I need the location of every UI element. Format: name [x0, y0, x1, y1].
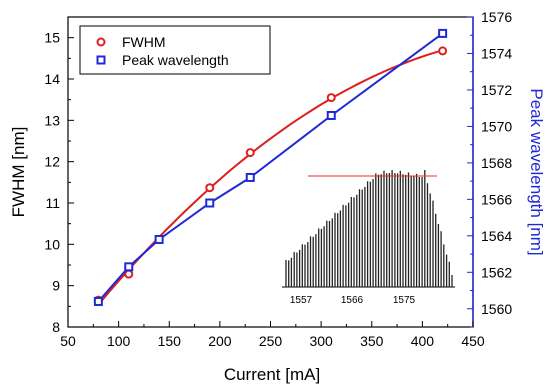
x-axis: 50 100 150 200 250 300 350 400 450 — [60, 321, 485, 349]
data-point-fwhm — [205, 183, 215, 193]
legend-marker-fwhm — [96, 37, 106, 47]
data-point-peak-wavelength — [124, 262, 134, 272]
data-point-fwhm — [124, 269, 134, 279]
y-left-tick-label: 11 — [45, 195, 60, 211]
x-tick-label: 450 — [461, 333, 485, 349]
legend-marker-peak-wavelength — [96, 55, 106, 65]
inset-spectrum-lines — [285, 170, 453, 287]
y-left-tick-label: 14 — [44, 71, 60, 87]
series-layer — [93, 28, 448, 306]
y-right-tick-label: 1562 — [481, 264, 512, 280]
y-right-tick-label: 1566 — [481, 191, 512, 207]
y-right-tick-label: 1574 — [481, 45, 512, 61]
x-tick-label: 50 — [60, 333, 76, 349]
legend-box — [79, 25, 271, 75]
y-right-tick-label: 1560 — [481, 301, 512, 317]
x-tick-label: 150 — [158, 333, 182, 349]
right-y-axis: 1560 1562 1564 1566 1568 1570 1572 1574 1576 — [467, 9, 512, 328]
x-tick-label: 250 — [259, 333, 283, 349]
right-y-axis-label: Peak wavelength [nm] — [527, 88, 545, 255]
data-point-peak-wavelength — [438, 28, 448, 38]
data-point-peak-wavelength — [326, 110, 336, 120]
x-tick-label: 300 — [309, 333, 333, 349]
data-point-peak-wavelength — [93, 296, 103, 306]
y-left-tick-label: 9 — [52, 278, 60, 294]
y-right-tick-label: 1572 — [481, 82, 512, 98]
data-point-peak-wavelength — [154, 234, 164, 244]
x-tick-label: 350 — [360, 333, 384, 349]
x-tick-label: 400 — [411, 333, 435, 349]
data-point-fwhm — [245, 148, 255, 158]
x-tick-label: 200 — [208, 333, 232, 349]
data-point-fwhm — [438, 46, 448, 56]
legend-label-fwhm: FWHM — [122, 34, 166, 50]
y-right-tick-label: 1576 — [481, 9, 512, 25]
y-left-tick-label: 12 — [44, 154, 60, 170]
x-axis-label: Current [mA] — [224, 365, 320, 384]
data-point-fwhm — [326, 93, 336, 103]
data-point-peak-wavelength — [245, 172, 255, 182]
series-line-0 — [97, 49, 443, 306]
y-left-tick-label: 8 — [52, 319, 60, 335]
y-right-tick-label: 1570 — [481, 118, 512, 134]
y-left-tick-label: 15 — [44, 30, 60, 46]
inset-tick-label: 1557 — [290, 295, 313, 306]
y-left-tick-label: 10 — [44, 236, 60, 252]
left-y-axis-label: FWHM [nm] — [9, 127, 28, 218]
y-right-tick-label: 1564 — [481, 228, 512, 244]
left-y-axis: 8 9 10 11 12 13 14 15 — [44, 16, 74, 335]
legend: FWHM Peak wavelength — [79, 25, 271, 75]
inset-tick-label: 1566 — [341, 295, 364, 306]
legend-label-peak-wavelength: Peak wavelength — [122, 52, 229, 68]
inset-tick-label: 1575 — [393, 295, 416, 306]
x-tick-label: 100 — [107, 333, 131, 349]
y-right-tick-label: 1568 — [481, 155, 512, 171]
inset-spectrum: 1557 1566 1575 — [282, 170, 455, 306]
y-left-tick-label: 13 — [44, 112, 60, 128]
data-point-peak-wavelength — [205, 198, 215, 208]
